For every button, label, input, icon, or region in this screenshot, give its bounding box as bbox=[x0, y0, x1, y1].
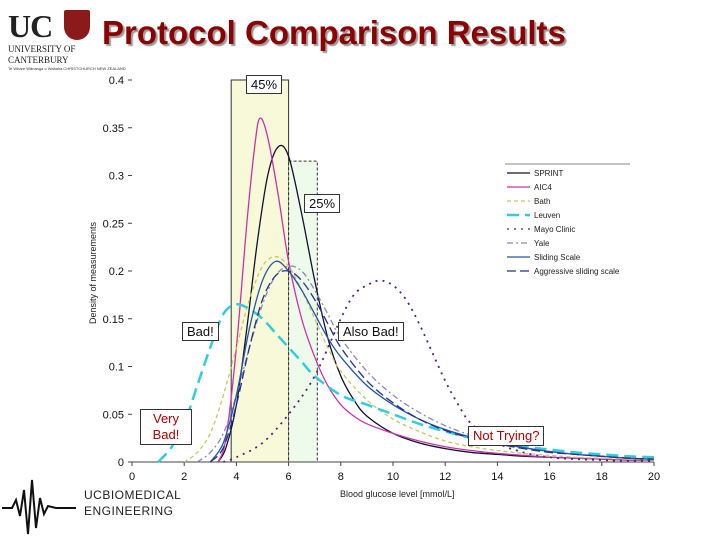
legend-label: Mayo Clinic bbox=[534, 225, 575, 234]
y-tick-label: 0.3 bbox=[109, 171, 124, 183]
legend-label: AIC4 bbox=[534, 183, 552, 192]
band-label-45: 45% bbox=[246, 75, 283, 94]
y-axis-label: Density of measurements bbox=[88, 221, 98, 324]
annotation-bad: Bad! bbox=[182, 322, 219, 341]
series-line-7 bbox=[209, 270, 655, 463]
annotation-also-bad: Also Bad! bbox=[338, 322, 404, 341]
x-tick-label: 8 bbox=[338, 471, 344, 483]
y-tick-label: 0.15 bbox=[103, 314, 124, 326]
band-label-25: 25% bbox=[304, 194, 341, 213]
legend-label: Aggressive sliding scale bbox=[534, 267, 620, 276]
legend: SPRINT AIC4 Bath Leuven Mayo Clinic Yale Slidi… bbox=[505, 163, 630, 276]
engineering-logo: UCBIOMEDICAL ENGINEERING bbox=[0, 470, 182, 540]
x-tick-label: 6 bbox=[286, 471, 292, 483]
x-tick-label: 0 bbox=[129, 471, 135, 483]
x-tick-label: 10 bbox=[387, 471, 399, 483]
y-tick-label: 0.2 bbox=[109, 266, 124, 278]
series-line-1 bbox=[217, 117, 655, 463]
engineering-line-1: UCBIOMEDICAL bbox=[84, 488, 182, 502]
x-tick-label: 14 bbox=[491, 471, 503, 483]
series-line-3 bbox=[157, 303, 655, 463]
x-tick-label: 16 bbox=[543, 471, 555, 483]
legend-label: Sliding Scale bbox=[534, 253, 581, 262]
annotation-not-trying: Not Trying? bbox=[468, 426, 545, 446]
logo-line-3: Te Whare Wānanga o Waitaha CHRISTCHURCH … bbox=[8, 66, 126, 71]
series-line-2 bbox=[183, 256, 655, 463]
y-tick-label: 0 bbox=[118, 457, 124, 469]
logo-line-1: UNIVERSITY OF bbox=[8, 44, 76, 54]
x-tick-label: 12 bbox=[439, 471, 451, 483]
y-tick-label: 0.4 bbox=[109, 75, 124, 87]
x-tick-label: 20 bbox=[648, 471, 660, 483]
x-axis-label: Blood glucose level [mmol/L] bbox=[340, 489, 455, 499]
slide-title: Protocol Comparison Results bbox=[102, 14, 566, 51]
x-tick-label: 2 bbox=[181, 471, 187, 483]
series-line-6 bbox=[209, 260, 655, 463]
series-line-4 bbox=[223, 279, 655, 463]
series-group bbox=[157, 117, 655, 463]
logo-line-2: CANTERBURY bbox=[8, 55, 69, 65]
legend-label: SPRINT bbox=[534, 169, 563, 178]
x-tick-label: 18 bbox=[596, 471, 608, 483]
waveform-icon bbox=[2, 479, 76, 535]
y-tick-label: 0.05 bbox=[103, 409, 124, 421]
legend-label: Yale bbox=[534, 239, 550, 248]
y-tick-label: 0.1 bbox=[109, 362, 124, 374]
y-tick-label: 0.25 bbox=[103, 218, 124, 230]
legend-label: Leuven bbox=[534, 211, 560, 220]
logo-text: UC bbox=[8, 8, 53, 44]
y-tick-label: 0.35 bbox=[103, 123, 124, 135]
university-logo: UC UNIVERSITY OF CANTERBURY Te Whare Wān… bbox=[8, 8, 126, 72]
x-tick-label: 4 bbox=[233, 471, 239, 483]
annotation-very-bad: Very Bad! bbox=[140, 409, 192, 445]
legend-label: Bath bbox=[534, 197, 550, 206]
crest-icon bbox=[64, 10, 90, 40]
engineering-line-2: ENGINEERING bbox=[84, 504, 174, 518]
bands-group bbox=[230, 79, 318, 463]
axes-group: 0 2 4 6 8 10 12 14 16 18 20 0 0.05 0.1 0.15 0.2 0.25 0.3 0… bbox=[103, 75, 661, 483]
